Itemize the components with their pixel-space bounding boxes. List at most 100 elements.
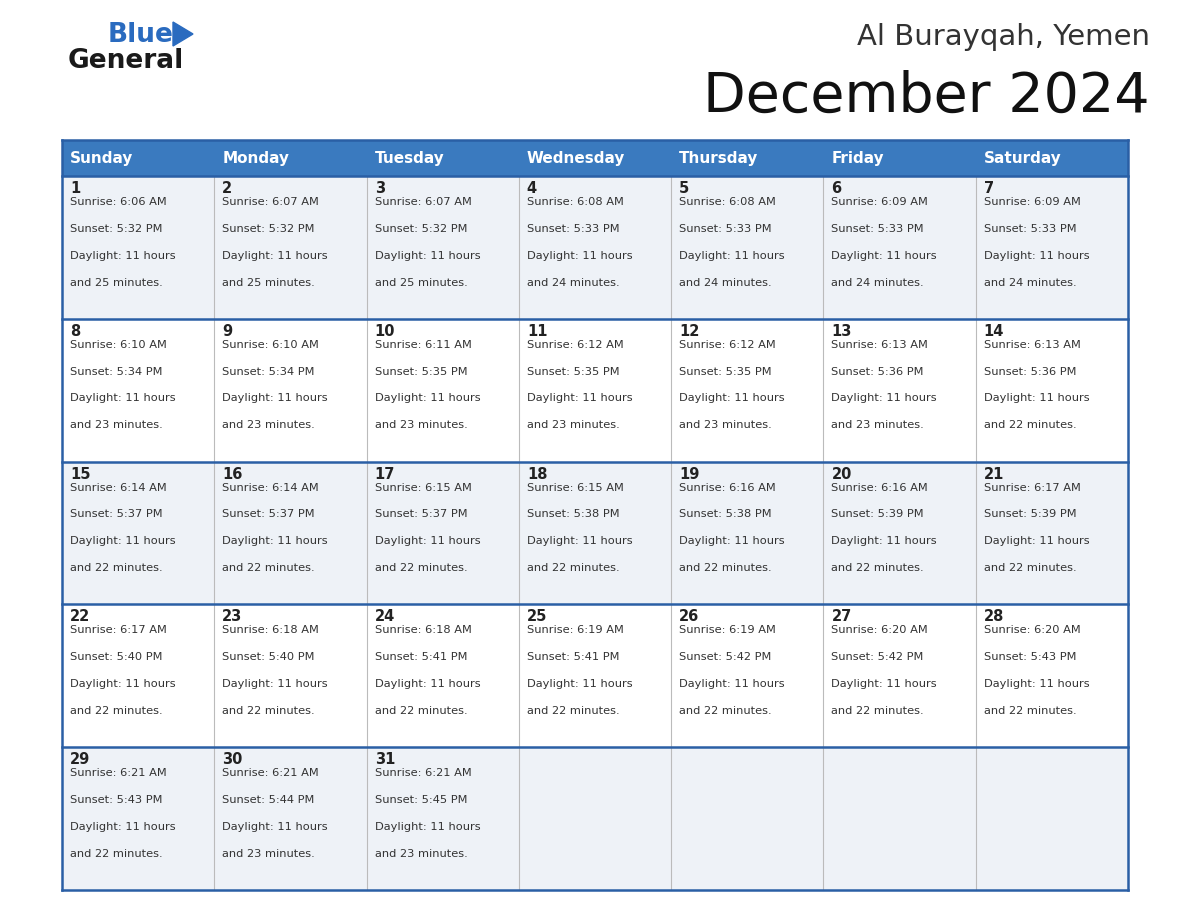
Text: 28: 28 xyxy=(984,610,1004,624)
Text: 4: 4 xyxy=(526,181,537,196)
Bar xyxy=(214,140,367,176)
Text: and 23 minutes.: and 23 minutes. xyxy=(70,420,163,431)
Text: 27: 27 xyxy=(832,610,852,624)
Text: December 2024: December 2024 xyxy=(703,70,1150,124)
Text: Daylight: 11 hours: Daylight: 11 hours xyxy=(222,394,328,404)
Text: and 25 minutes.: and 25 minutes. xyxy=(70,277,163,287)
Text: Daylight: 11 hours: Daylight: 11 hours xyxy=(70,536,176,546)
Text: Sunrise: 6:13 AM: Sunrise: 6:13 AM xyxy=(832,340,928,350)
Text: 25: 25 xyxy=(526,610,548,624)
Bar xyxy=(823,747,975,890)
Bar xyxy=(62,462,214,604)
Text: Sunrise: 6:09 AM: Sunrise: 6:09 AM xyxy=(832,197,928,207)
Text: Sunrise: 6:07 AM: Sunrise: 6:07 AM xyxy=(374,197,472,207)
Text: Sunset: 5:42 PM: Sunset: 5:42 PM xyxy=(832,653,924,662)
Text: Sunset: 5:33 PM: Sunset: 5:33 PM xyxy=(832,224,924,234)
Text: Sunrise: 6:21 AM: Sunrise: 6:21 AM xyxy=(374,768,472,778)
Text: and 23 minutes.: and 23 minutes. xyxy=(526,420,620,431)
Text: 15: 15 xyxy=(70,466,90,482)
Text: Daylight: 11 hours: Daylight: 11 hours xyxy=(526,251,632,261)
Text: Daylight: 11 hours: Daylight: 11 hours xyxy=(526,394,632,404)
Bar xyxy=(671,176,823,319)
Text: 3: 3 xyxy=(374,181,385,196)
Text: and 22 minutes.: and 22 minutes. xyxy=(984,420,1076,431)
Bar xyxy=(214,462,367,604)
Bar xyxy=(62,319,214,462)
Text: Daylight: 11 hours: Daylight: 11 hours xyxy=(984,536,1089,546)
Bar xyxy=(671,462,823,604)
Text: Sunrise: 6:17 AM: Sunrise: 6:17 AM xyxy=(70,625,166,635)
Text: Daylight: 11 hours: Daylight: 11 hours xyxy=(70,679,176,689)
Bar xyxy=(62,747,214,890)
Text: and 22 minutes.: and 22 minutes. xyxy=(680,563,772,573)
Bar xyxy=(975,319,1127,462)
Text: 5: 5 xyxy=(680,181,689,196)
Bar xyxy=(214,747,367,890)
Text: Daylight: 11 hours: Daylight: 11 hours xyxy=(984,679,1089,689)
Text: Sunset: 5:39 PM: Sunset: 5:39 PM xyxy=(832,509,924,520)
Text: Sunrise: 6:12 AM: Sunrise: 6:12 AM xyxy=(526,340,624,350)
Text: Sunrise: 6:14 AM: Sunrise: 6:14 AM xyxy=(70,483,166,493)
Text: Daylight: 11 hours: Daylight: 11 hours xyxy=(374,679,480,689)
Text: Tuesday: Tuesday xyxy=(374,151,444,165)
Text: Sunset: 5:34 PM: Sunset: 5:34 PM xyxy=(70,366,163,376)
Text: and 22 minutes.: and 22 minutes. xyxy=(70,706,163,716)
Text: 20: 20 xyxy=(832,466,852,482)
Text: Sunrise: 6:16 AM: Sunrise: 6:16 AM xyxy=(680,483,776,493)
Text: and 22 minutes.: and 22 minutes. xyxy=(984,706,1076,716)
Bar xyxy=(975,604,1127,747)
Bar xyxy=(519,319,671,462)
Text: and 24 minutes.: and 24 minutes. xyxy=(832,277,924,287)
Text: Sunrise: 6:19 AM: Sunrise: 6:19 AM xyxy=(680,625,776,635)
Text: and 24 minutes.: and 24 minutes. xyxy=(984,277,1076,287)
Text: 16: 16 xyxy=(222,466,242,482)
Text: and 25 minutes.: and 25 minutes. xyxy=(374,277,467,287)
Text: Daylight: 11 hours: Daylight: 11 hours xyxy=(832,394,937,404)
Bar xyxy=(519,140,671,176)
Text: 2: 2 xyxy=(222,181,233,196)
Text: Daylight: 11 hours: Daylight: 11 hours xyxy=(680,679,785,689)
Text: Daylight: 11 hours: Daylight: 11 hours xyxy=(222,679,328,689)
Text: Sunday: Sunday xyxy=(70,151,133,165)
Text: Sunset: 5:33 PM: Sunset: 5:33 PM xyxy=(526,224,619,234)
Text: Sunset: 5:40 PM: Sunset: 5:40 PM xyxy=(222,653,315,662)
Text: and 22 minutes.: and 22 minutes. xyxy=(70,563,163,573)
Text: and 22 minutes.: and 22 minutes. xyxy=(374,706,467,716)
Bar xyxy=(367,319,519,462)
Text: Sunset: 5:45 PM: Sunset: 5:45 PM xyxy=(374,795,467,805)
Polygon shape xyxy=(173,22,192,46)
Text: Sunrise: 6:07 AM: Sunrise: 6:07 AM xyxy=(222,197,320,207)
Text: Sunset: 5:43 PM: Sunset: 5:43 PM xyxy=(984,653,1076,662)
Text: Sunset: 5:33 PM: Sunset: 5:33 PM xyxy=(984,224,1076,234)
Text: Sunset: 5:36 PM: Sunset: 5:36 PM xyxy=(832,366,924,376)
Text: Daylight: 11 hours: Daylight: 11 hours xyxy=(70,822,176,832)
Bar xyxy=(62,604,214,747)
Text: Thursday: Thursday xyxy=(680,151,758,165)
Text: Daylight: 11 hours: Daylight: 11 hours xyxy=(70,394,176,404)
Text: 6: 6 xyxy=(832,181,841,196)
Text: and 23 minutes.: and 23 minutes. xyxy=(374,420,467,431)
Text: and 23 minutes.: and 23 minutes. xyxy=(832,420,924,431)
Text: and 23 minutes.: and 23 minutes. xyxy=(222,420,315,431)
Text: Sunset: 5:36 PM: Sunset: 5:36 PM xyxy=(984,366,1076,376)
Text: General: General xyxy=(68,48,184,74)
Text: 31: 31 xyxy=(374,752,394,767)
Text: Sunrise: 6:10 AM: Sunrise: 6:10 AM xyxy=(70,340,166,350)
Text: Daylight: 11 hours: Daylight: 11 hours xyxy=(832,251,937,261)
Text: Daylight: 11 hours: Daylight: 11 hours xyxy=(374,394,480,404)
Text: and 24 minutes.: and 24 minutes. xyxy=(526,277,619,287)
Text: Sunset: 5:32 PM: Sunset: 5:32 PM xyxy=(222,224,315,234)
Text: 18: 18 xyxy=(526,466,548,482)
Text: Sunrise: 6:21 AM: Sunrise: 6:21 AM xyxy=(222,768,320,778)
Bar xyxy=(367,604,519,747)
Text: Sunset: 5:38 PM: Sunset: 5:38 PM xyxy=(680,509,772,520)
Text: Friday: Friday xyxy=(832,151,884,165)
Text: Daylight: 11 hours: Daylight: 11 hours xyxy=(374,536,480,546)
Bar xyxy=(367,176,519,319)
Text: Daylight: 11 hours: Daylight: 11 hours xyxy=(984,251,1089,261)
Text: Daylight: 11 hours: Daylight: 11 hours xyxy=(222,251,328,261)
Text: and 25 minutes.: and 25 minutes. xyxy=(222,277,315,287)
Text: Daylight: 11 hours: Daylight: 11 hours xyxy=(222,536,328,546)
Text: and 22 minutes.: and 22 minutes. xyxy=(984,563,1076,573)
Text: Sunrise: 6:09 AM: Sunrise: 6:09 AM xyxy=(984,197,1081,207)
